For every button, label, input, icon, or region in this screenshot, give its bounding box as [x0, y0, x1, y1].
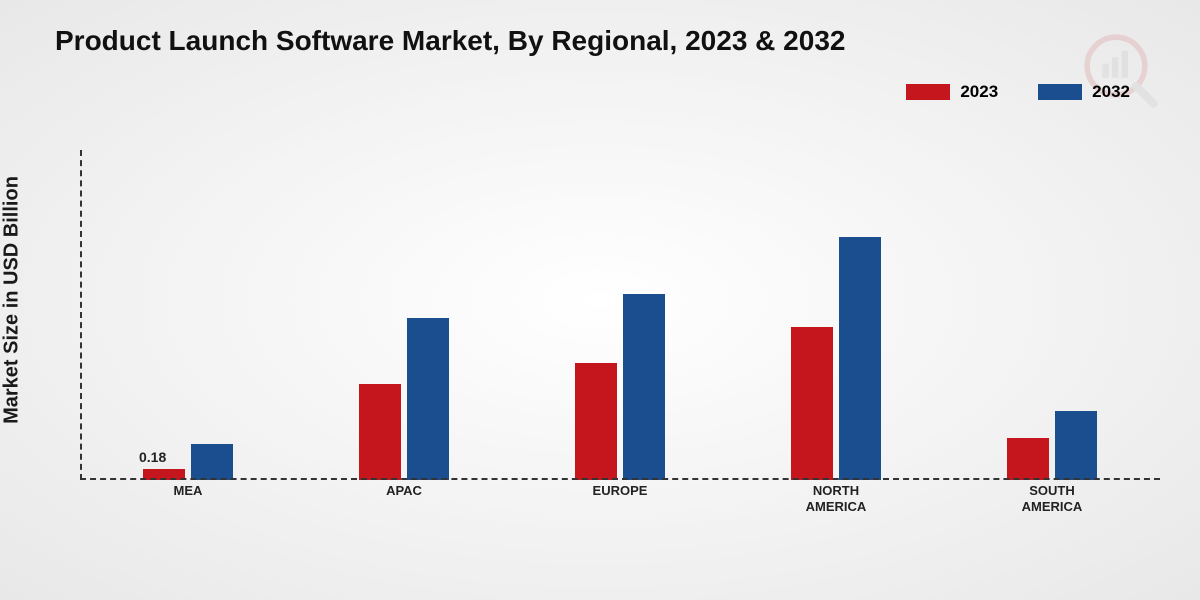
bar-groups: 0.18 [80, 150, 1160, 480]
x-tick-label: APAC [334, 483, 474, 514]
bar-group [334, 318, 474, 480]
legend: 2023 2032 [906, 82, 1130, 102]
bar-group [550, 294, 690, 480]
bar [791, 327, 833, 480]
bar-group [766, 237, 906, 480]
legend-item-2023: 2023 [906, 82, 998, 102]
legend-swatch-2023 [906, 84, 950, 100]
legend-label-2032: 2032 [1092, 82, 1130, 102]
x-tick-label: SOUTH AMERICA [982, 483, 1122, 514]
bar-value-label: 0.18 [139, 449, 166, 465]
bar [839, 237, 881, 480]
x-axis-line [80, 478, 1160, 480]
plot-area: 0.18 [80, 150, 1160, 480]
x-tick-label: EUROPE [550, 483, 690, 514]
bar [575, 363, 617, 480]
bar-group: 0.18 [118, 444, 258, 480]
legend-swatch-2032 [1038, 84, 1082, 100]
y-axis-label: Market Size in USD Billion [1, 176, 24, 424]
bar [191, 444, 233, 480]
chart-title: Product Launch Software Market, By Regio… [55, 25, 845, 57]
legend-label-2023: 2023 [960, 82, 998, 102]
x-tick-label: MEA [118, 483, 258, 514]
legend-item-2032: 2032 [1038, 82, 1130, 102]
bar [1007, 438, 1049, 480]
x-tick-label: NORTH AMERICA [766, 483, 906, 514]
bar [359, 384, 401, 480]
bar-group [982, 411, 1122, 480]
bar [623, 294, 665, 480]
bar [407, 318, 449, 480]
chart-canvas: Product Launch Software Market, By Regio… [0, 0, 1200, 600]
bar [1055, 411, 1097, 480]
x-tick-labels: MEA APAC EUROPE NORTH AMERICA SOUTH AMERICA [80, 483, 1160, 514]
